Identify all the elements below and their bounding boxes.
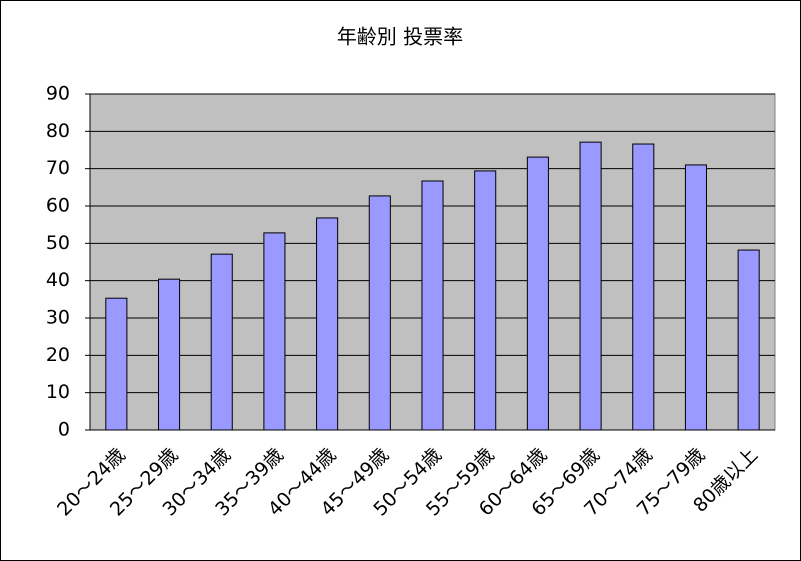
- y-tick-label: 30: [46, 307, 70, 329]
- bar: [474, 170, 497, 431]
- y-tick-label: 10: [46, 381, 70, 403]
- y-tick-label: 40: [46, 269, 70, 291]
- bar: [158, 278, 181, 431]
- y-tick-label: 70: [46, 157, 70, 179]
- bar: [684, 164, 708, 431]
- bar: [737, 249, 760, 431]
- bar: [263, 232, 286, 431]
- y-tick-label: 20: [46, 344, 70, 366]
- bar: [421, 180, 444, 431]
- y-tick-label: 80: [46, 120, 70, 142]
- bar: [632, 143, 655, 431]
- bar: [526, 156, 549, 431]
- y-tick-label: 90: [46, 83, 70, 105]
- bar: [579, 141, 602, 431]
- y-tick-label: 60: [46, 195, 70, 217]
- y-tick-label: 0: [58, 419, 70, 441]
- bar: [210, 253, 233, 431]
- bar: [316, 217, 339, 431]
- chart-title: 年齢別 投票率: [337, 25, 463, 49]
- bar: [368, 195, 391, 431]
- bar: [105, 297, 128, 431]
- y-tick-label: 50: [46, 232, 70, 254]
